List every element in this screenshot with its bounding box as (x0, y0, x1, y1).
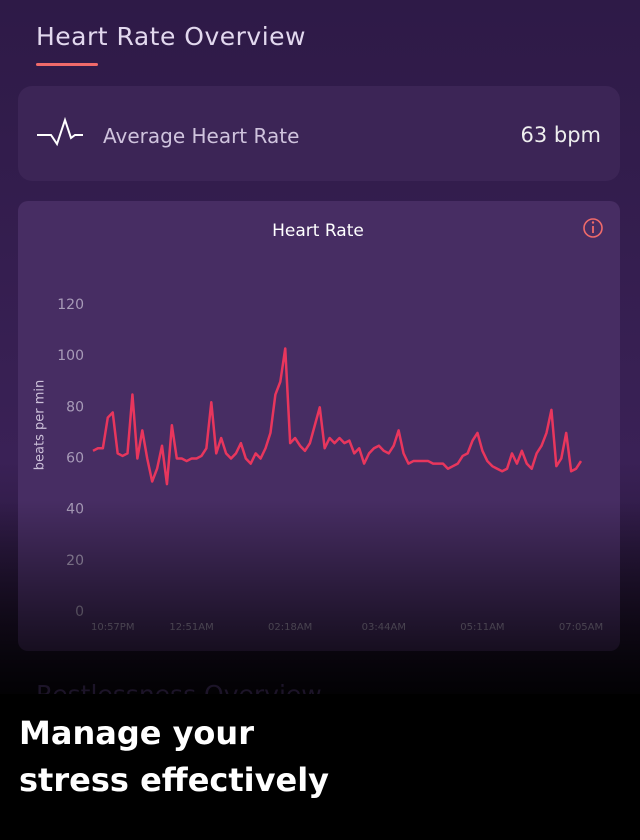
y-tick-label: 20 (66, 553, 84, 569)
x-tick-label: 03:44AM (362, 622, 406, 633)
heart-rate-line (92, 347, 583, 486)
y-tick-label: 100 (57, 348, 84, 364)
y-tick-label: 0 (75, 604, 84, 620)
y-axis-label: beats per min (33, 380, 48, 470)
caption-line: Manage your (19, 714, 254, 752)
x-tick-label: 07:05AM (559, 622, 603, 633)
y-tick-label: 120 (57, 297, 84, 313)
summary-card[interactable]: Average Heart Rate 63 bpm (18, 86, 620, 181)
caption-line: stress effectively (19, 761, 330, 799)
pulse-icon (37, 116, 83, 147)
y-tick-label: 60 (66, 451, 84, 467)
x-tick-label: 02:18AM (268, 622, 312, 633)
summary-value: 63 bpm (520, 123, 601, 147)
caption-panel: Manage your stress effectively (0, 694, 640, 840)
chart-title: Heart Rate (272, 221, 364, 241)
info-icon[interactable] (583, 218, 603, 238)
title-underline (36, 63, 98, 66)
page-title: Heart Rate Overview (36, 22, 306, 51)
x-tick-label: 12:51AM (169, 622, 213, 633)
y-tick-label: 40 (66, 502, 84, 518)
y-tick-label: 80 (66, 399, 84, 415)
summary-label: Average Heart Rate (103, 124, 300, 148)
x-tick-label: 10:57PM (91, 622, 134, 633)
chart: Heart Rate beats per min 0 20 40 60 80 100 120… (18, 201, 620, 651)
chart-card (18, 201, 620, 651)
x-tick-label: 05:11AM (460, 622, 504, 633)
